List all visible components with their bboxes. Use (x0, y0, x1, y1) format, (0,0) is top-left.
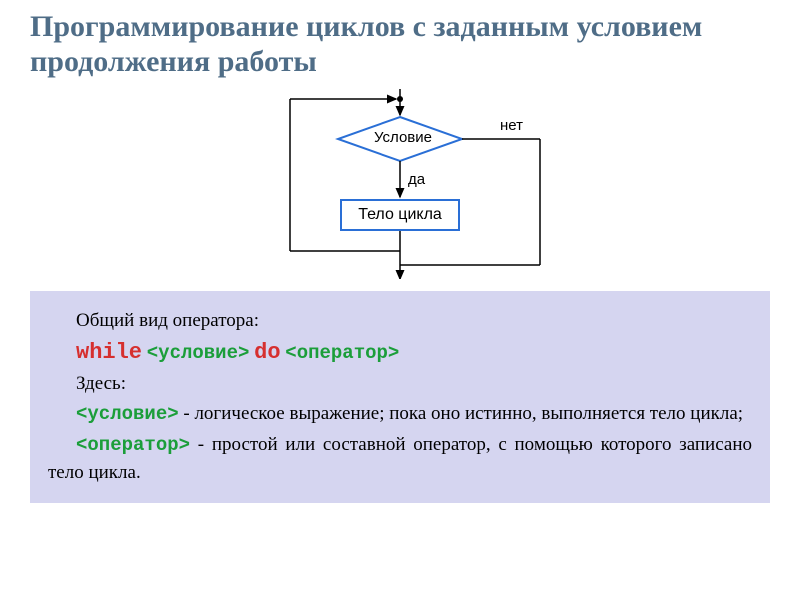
syntax-condition: <условие> (147, 342, 250, 364)
info-panel: Общий вид оператора: while <условие> do … (30, 291, 770, 503)
condition-label: Условие (368, 129, 438, 146)
body-label: Тело цикла (358, 206, 442, 224)
syntax-line: while <условие> do <оператор> (48, 337, 752, 369)
info-line-general: Общий вид оператора: (48, 307, 752, 335)
yes-label: да (408, 171, 425, 188)
body-box: Тело цикла (340, 199, 460, 231)
no-label: нет (500, 117, 523, 134)
desc-op-label: <оператор> (76, 434, 190, 456)
desc-operator: <оператор> - простой или составной опера… (48, 431, 752, 487)
info-line-here: Здесь: (48, 370, 752, 398)
keyword-while: while (76, 340, 142, 365)
keyword-do: do (254, 340, 280, 365)
page-title: Программирование циклов с заданным услов… (0, 0, 800, 79)
desc-condition: <условие> - логическое выражение; пока о… (48, 400, 752, 429)
flowchart-svg (200, 89, 600, 279)
desc-cond-text: - логическое выражение; пока оно истинно… (179, 403, 743, 424)
desc-cond-label: <условие> (76, 403, 179, 425)
syntax-operator: <оператор> (285, 342, 399, 364)
flowchart-diagram: Условие да нет Тело цикла (200, 89, 600, 279)
